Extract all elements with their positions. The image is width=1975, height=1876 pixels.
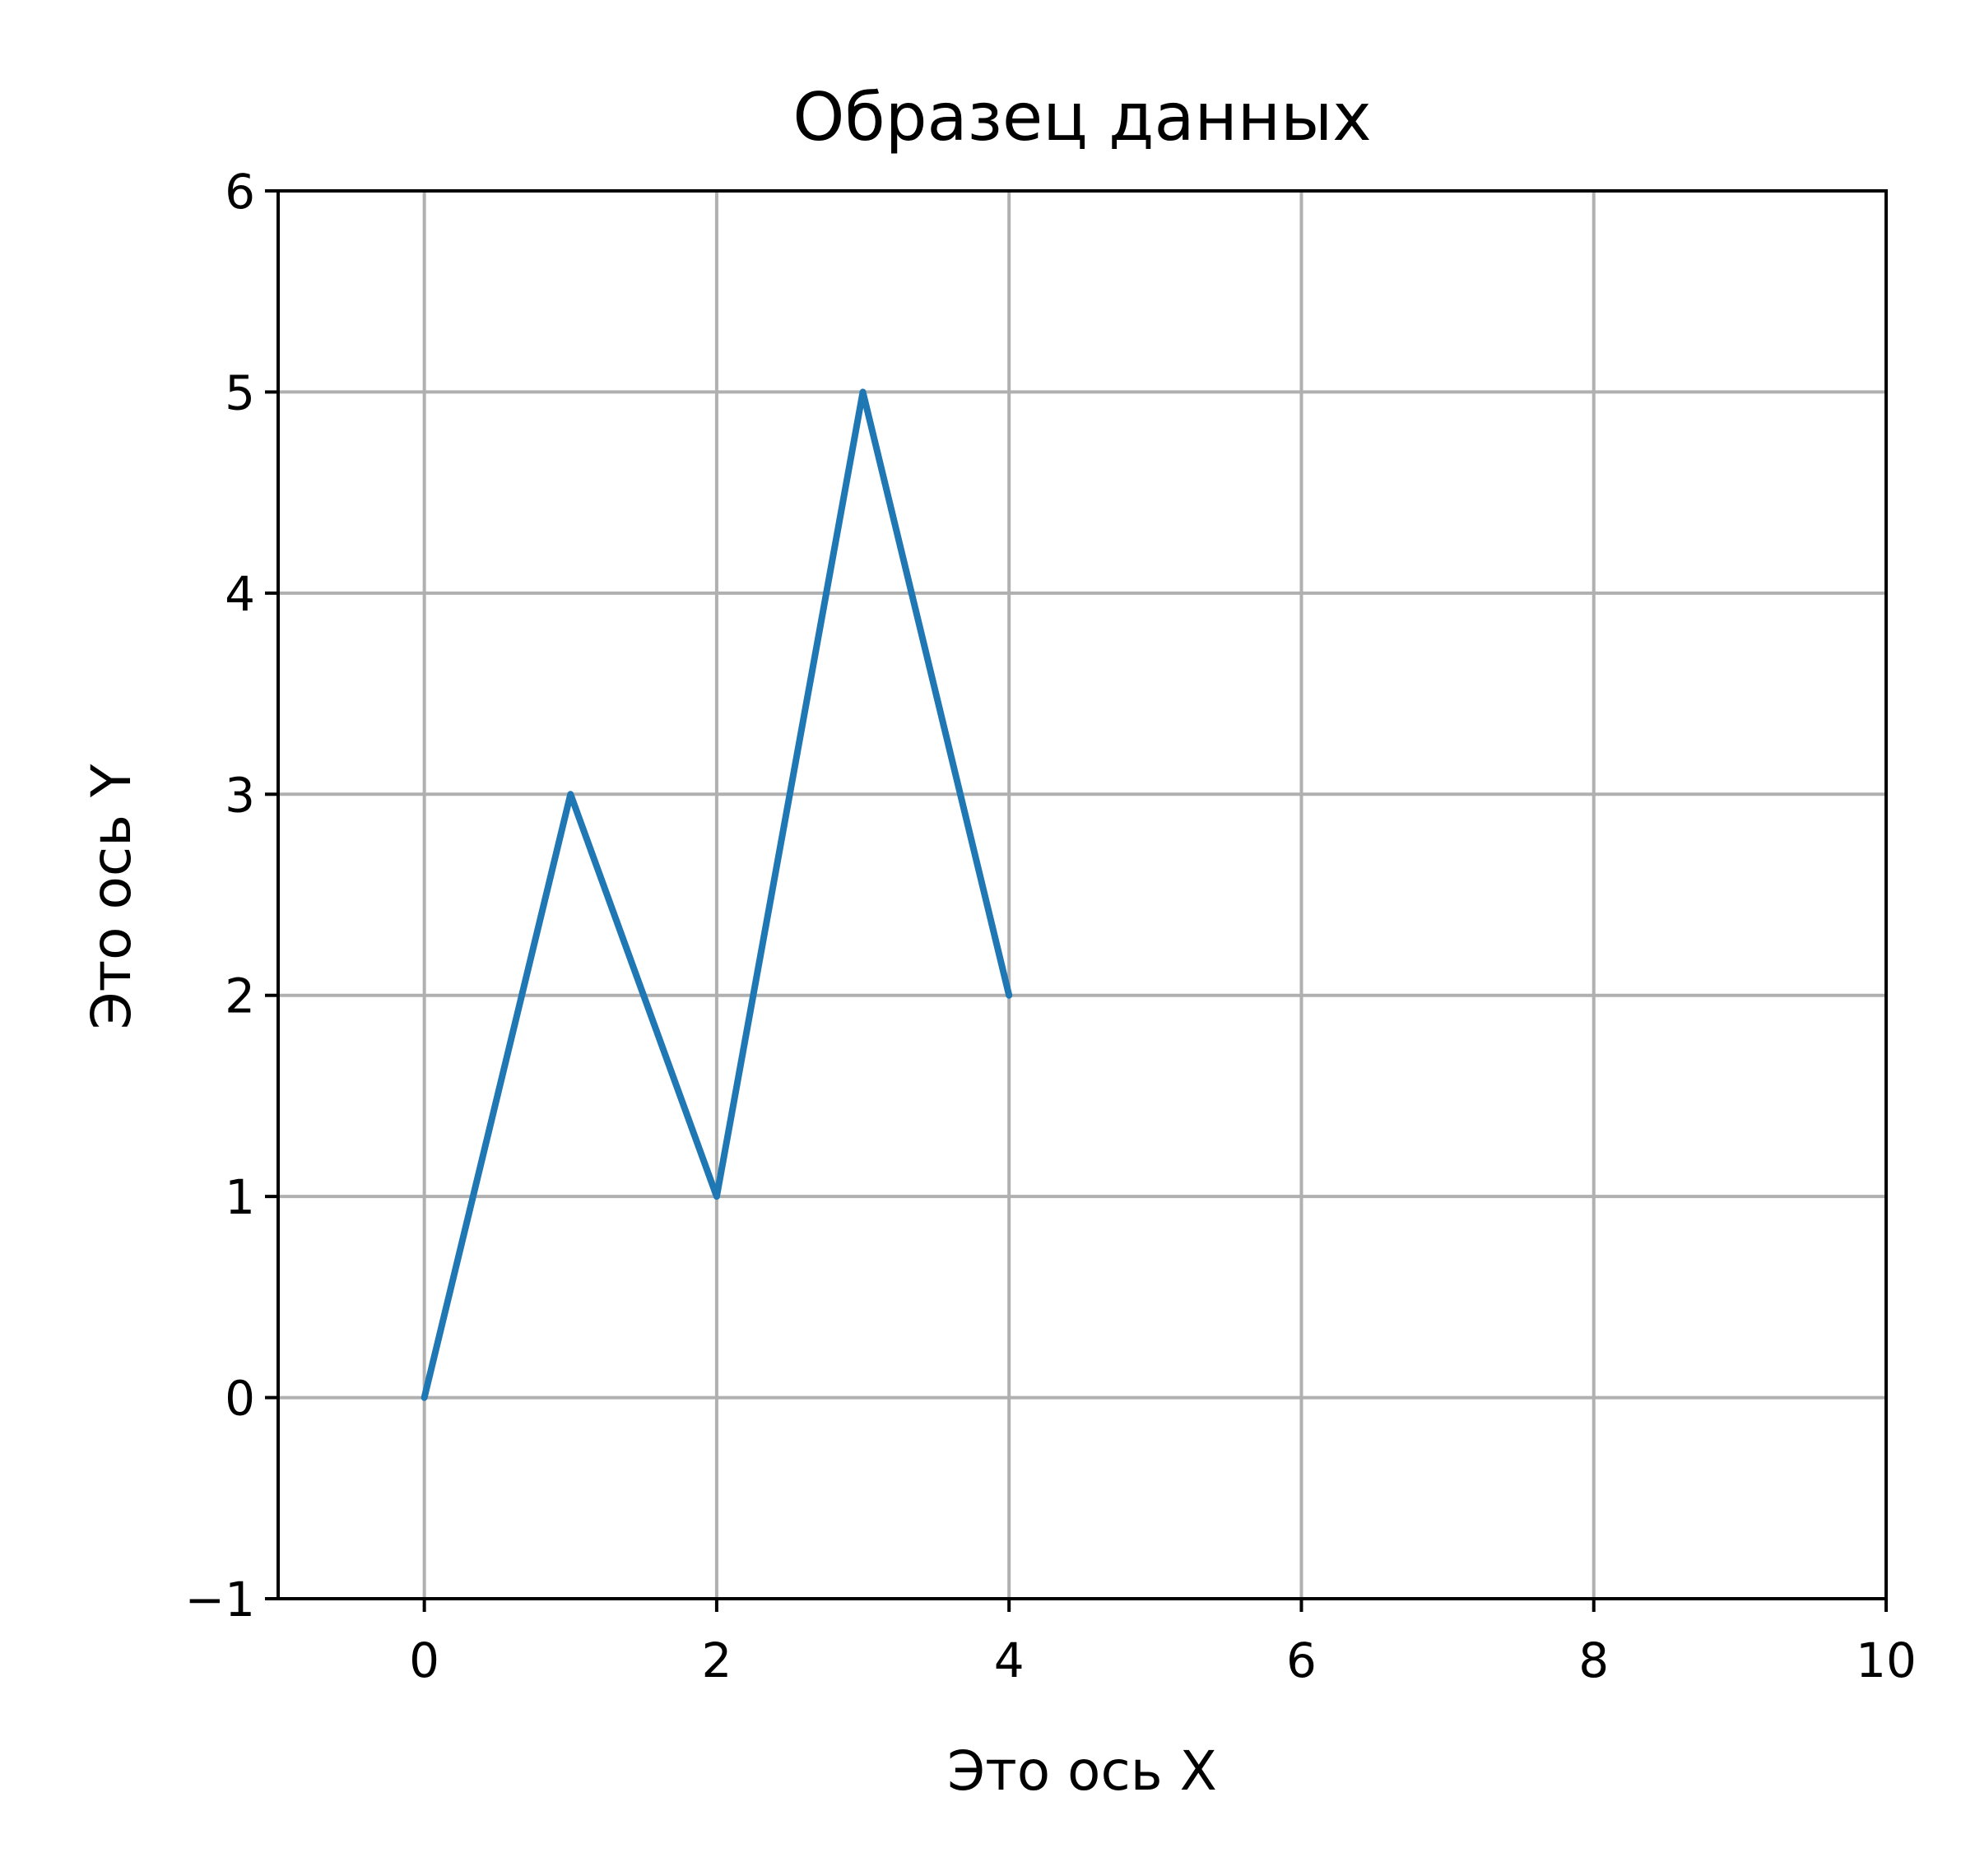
x-axis-title: Это ось X (947, 1739, 1217, 1803)
data-series-line (421, 388, 1013, 1401)
y-tick-label: 2 (225, 968, 255, 1024)
chart-title: Образец данных (792, 79, 1371, 156)
y-tick-label: 6 (225, 164, 255, 220)
plot-area-frame (276, 189, 1888, 1600)
series-layer (421, 388, 1013, 1401)
x-tick-label: 6 (1286, 1632, 1317, 1688)
x-tick-label: 0 (409, 1632, 439, 1688)
y-tick-label: 0 (225, 1371, 255, 1427)
y-tick-label: 5 (225, 365, 255, 420)
y-tick-label: 3 (225, 767, 255, 823)
x-tick-label: 10 (1856, 1632, 1917, 1688)
x-tick-label: 4 (994, 1632, 1025, 1688)
y-axis-title: Это ось Y (80, 764, 143, 1029)
y-tick-label: 4 (225, 566, 255, 622)
y-axis-ticks: −1 0 1 2 3 4 5 6 (185, 164, 278, 1628)
x-tick-label: 2 (701, 1632, 732, 1688)
x-axis-ticks: 0 2 4 6 8 10 (409, 1599, 1917, 1688)
x-tick-label: 8 (1578, 1632, 1609, 1688)
y-tick-label: 1 (225, 1169, 255, 1225)
y-tick-label: −1 (185, 1572, 256, 1628)
